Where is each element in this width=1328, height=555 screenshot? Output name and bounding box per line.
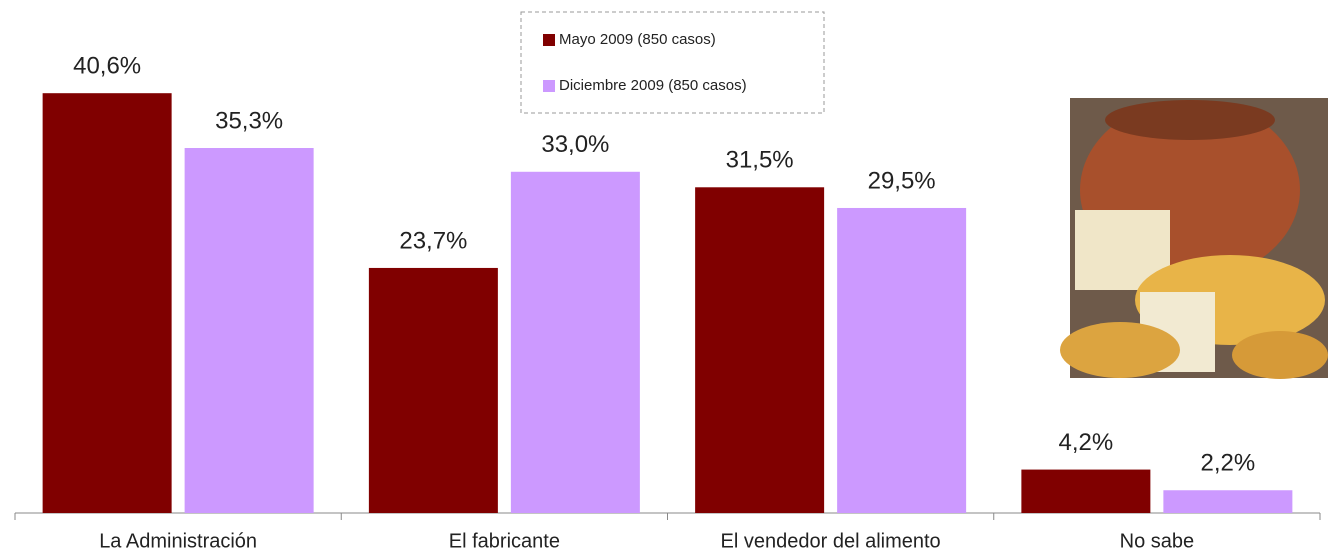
value-label: 4,2%	[1059, 429, 1114, 456]
bar	[42, 93, 172, 514]
x-tick-label: El fabricante	[449, 530, 560, 552]
value-label: 29,5%	[868, 167, 936, 194]
value-label: 35,3%	[215, 107, 283, 134]
bar	[1021, 469, 1151, 513]
bar	[368, 267, 498, 513]
value-label: 31,5%	[726, 147, 794, 174]
photo-cheese	[1060, 322, 1180, 378]
value-label: 40,6%	[73, 53, 141, 80]
legend-label: Mayo 2009 (850 casos)	[559, 31, 716, 48]
legend-swatch	[543, 80, 555, 92]
x-tick-label: La Administración	[99, 530, 257, 552]
legend-box	[520, 11, 825, 114]
x-tick-label: No sabe	[1120, 530, 1195, 552]
photo-pot-rim	[1105, 100, 1275, 140]
value-label: 23,7%	[399, 227, 467, 254]
bar	[184, 147, 314, 514]
x-tick-label: El vendedor del alimento	[721, 530, 941, 552]
bar	[1163, 490, 1293, 513]
photo	[1060, 98, 1328, 379]
value-label: 33,0%	[541, 131, 609, 158]
legend-swatch	[543, 34, 555, 46]
photo-cheese	[1232, 331, 1328, 379]
value-label: 2,2%	[1201, 450, 1256, 477]
bar	[837, 207, 967, 513]
bar	[695, 187, 825, 514]
bar	[510, 171, 640, 513]
legend-label: Diciembre 2009 (850 casos)	[559, 77, 747, 94]
